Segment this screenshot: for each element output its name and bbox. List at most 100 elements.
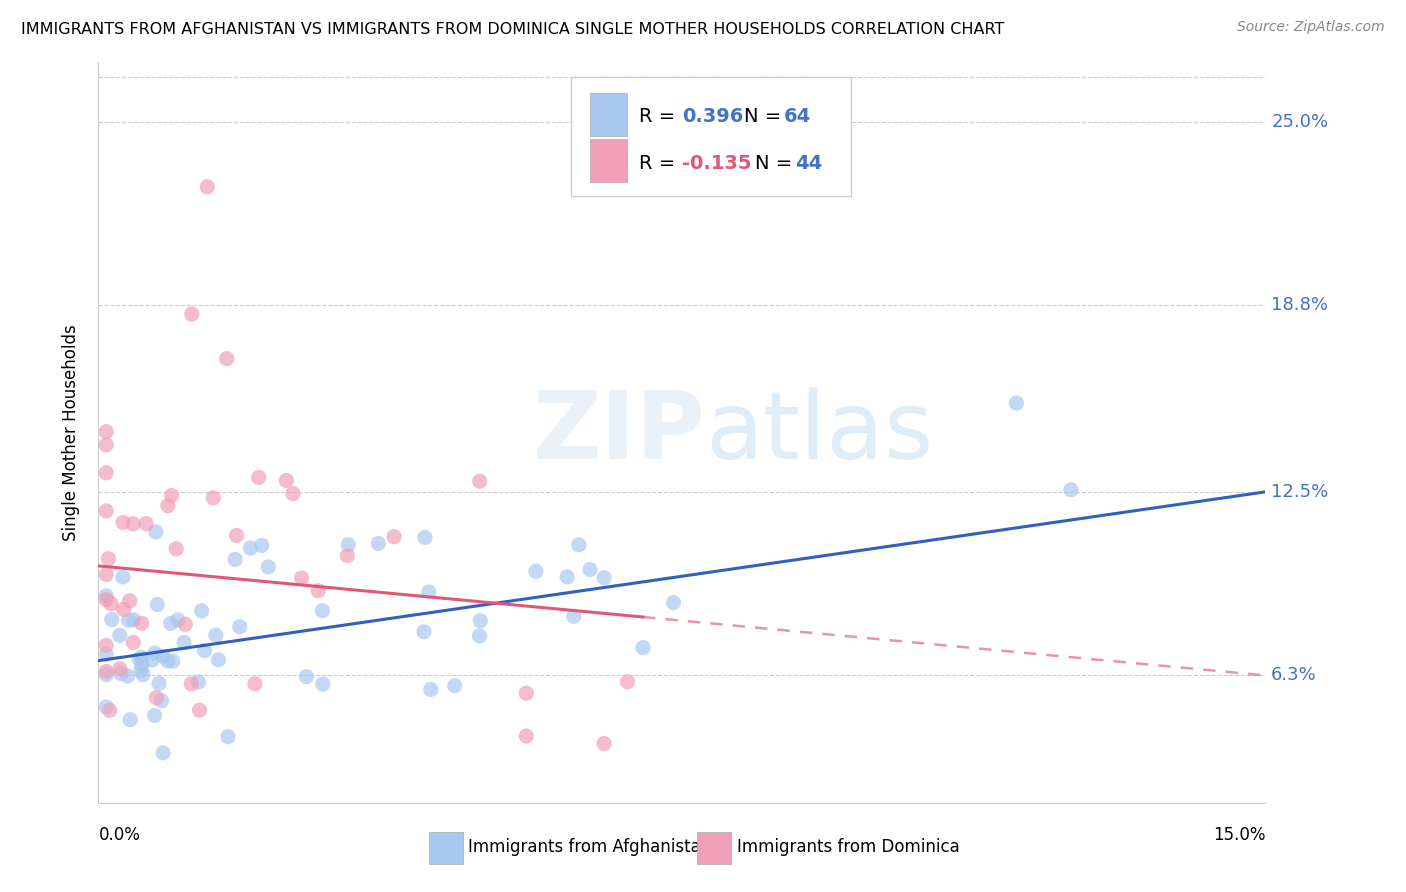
Point — [152, 649, 174, 664]
Point — [515, 686, 537, 700]
Point — [257, 560, 280, 574]
Point — [173, 635, 195, 649]
Point — [291, 571, 314, 585]
Point — [145, 524, 167, 539]
Point — [568, 538, 591, 552]
Text: 12.5%: 12.5% — [1271, 483, 1329, 500]
Point — [111, 570, 134, 584]
Point — [190, 604, 212, 618]
Point — [524, 565, 547, 579]
Point — [174, 617, 197, 632]
Point — [122, 613, 145, 627]
Text: IMMIGRANTS FROM AFGHANISTAN VS IMMIGRANTS FROM DOMINICA SINGLE MOTHER HOUSEHOLDS: IMMIGRANTS FROM AFGHANISTAN VS IMMIGRANT… — [21, 22, 1004, 37]
Point — [108, 628, 131, 642]
Point — [180, 307, 202, 321]
Point — [224, 552, 246, 566]
Point — [195, 179, 218, 194]
Point — [250, 538, 273, 552]
Text: 0.396: 0.396 — [682, 107, 744, 126]
Point — [117, 613, 139, 627]
Text: Immigrants from Afghanistan: Immigrants from Afghanistan — [468, 838, 711, 856]
Point — [145, 690, 167, 705]
Point — [122, 516, 145, 531]
Point — [148, 676, 170, 690]
Point — [202, 491, 225, 505]
Point — [120, 713, 142, 727]
Point — [96, 438, 118, 452]
Point — [1005, 396, 1028, 410]
Point — [413, 530, 436, 544]
Text: 18.8%: 18.8% — [1271, 296, 1329, 314]
Point — [418, 585, 440, 599]
Point — [207, 653, 229, 667]
FancyBboxPatch shape — [571, 78, 851, 195]
Point — [131, 650, 153, 665]
Point — [96, 700, 118, 714]
Point — [129, 664, 152, 678]
Point — [188, 703, 211, 717]
Point — [193, 643, 215, 657]
Point — [156, 654, 179, 668]
Point — [96, 667, 118, 681]
Point — [100, 613, 122, 627]
Point — [229, 620, 252, 634]
Text: ZIP: ZIP — [533, 386, 706, 479]
Point — [159, 616, 181, 631]
Text: -0.135: -0.135 — [682, 154, 751, 173]
Point — [96, 425, 118, 439]
Point — [515, 729, 537, 743]
Point — [562, 609, 585, 624]
Point — [443, 679, 465, 693]
Point — [131, 657, 153, 672]
Point — [96, 504, 118, 518]
Point — [276, 474, 298, 488]
Point — [143, 708, 166, 723]
Point — [470, 614, 492, 628]
Text: Source: ZipAtlas.com: Source: ZipAtlas.com — [1237, 20, 1385, 34]
Point — [593, 737, 616, 751]
Point — [132, 667, 155, 681]
Point — [239, 541, 262, 555]
Point — [150, 694, 173, 708]
Point — [108, 662, 131, 676]
Text: 6.3%: 6.3% — [1271, 666, 1317, 684]
Point — [146, 598, 169, 612]
Point — [215, 351, 238, 366]
Point — [112, 516, 135, 530]
Point — [118, 594, 141, 608]
Point — [1060, 483, 1083, 497]
Point — [166, 613, 188, 627]
Point — [367, 536, 389, 550]
Point — [98, 703, 121, 717]
Point — [96, 567, 118, 582]
Point — [631, 640, 654, 655]
Point — [662, 596, 685, 610]
Point — [100, 597, 122, 611]
Point — [312, 677, 335, 691]
Text: 44: 44 — [796, 154, 823, 173]
Point — [97, 551, 120, 566]
Point — [247, 470, 270, 484]
Point — [96, 466, 118, 480]
Point — [96, 665, 118, 679]
Point — [187, 675, 209, 690]
Point — [96, 639, 118, 653]
Point — [160, 488, 183, 502]
Point — [307, 583, 329, 598]
FancyBboxPatch shape — [589, 138, 627, 182]
Point — [281, 486, 304, 500]
Text: 15.0%: 15.0% — [1213, 827, 1265, 845]
Point — [141, 653, 163, 667]
Point — [128, 652, 150, 666]
Text: 0.0%: 0.0% — [98, 827, 141, 845]
Text: N =: N = — [755, 154, 799, 173]
Point — [110, 666, 132, 681]
Point — [413, 624, 436, 639]
Point — [131, 616, 153, 631]
Point — [555, 570, 578, 584]
Point — [243, 677, 266, 691]
Point — [96, 647, 118, 661]
FancyBboxPatch shape — [697, 832, 731, 863]
Point — [152, 746, 174, 760]
Text: atlas: atlas — [706, 386, 934, 479]
